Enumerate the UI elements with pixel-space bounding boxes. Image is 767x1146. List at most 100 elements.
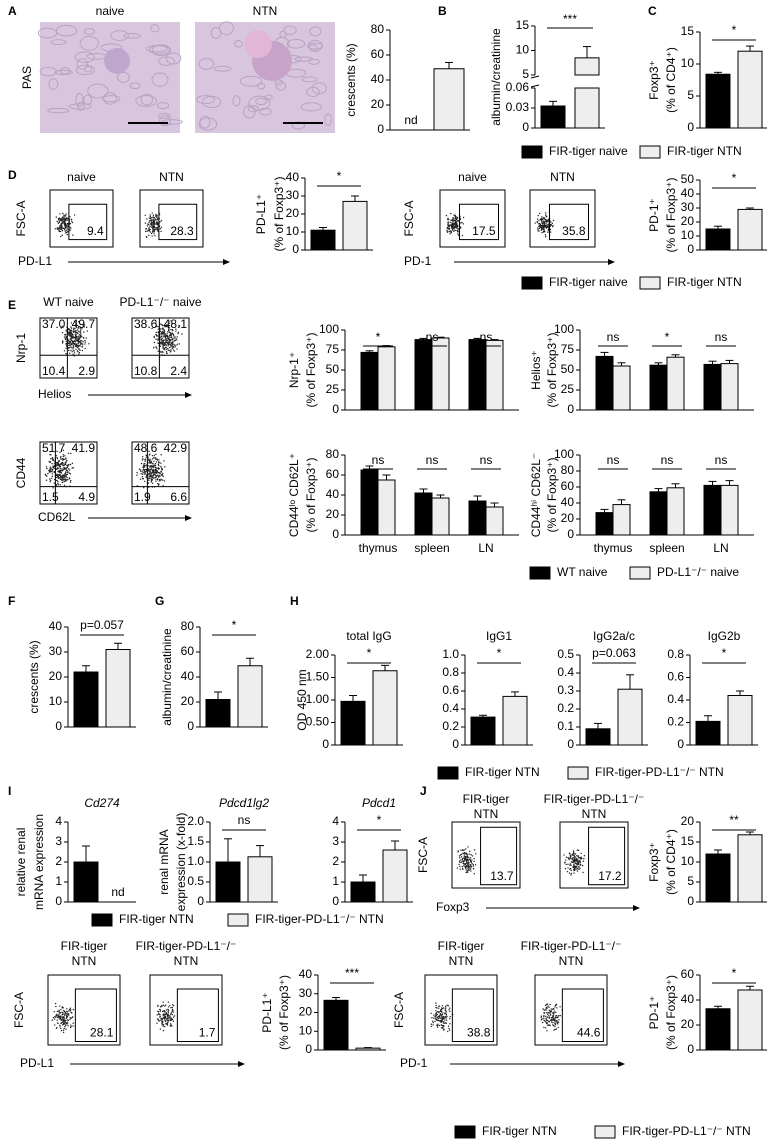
event-dot [149,215,152,218]
event-dot [153,336,155,339]
event-dot [70,333,72,335]
event-dot [65,1015,68,1018]
plot-title: NTN [559,954,584,968]
event-dot [177,331,180,334]
event-dot [159,1028,162,1030]
event-dot [60,218,63,220]
bar [720,363,739,411]
significance-label: * [337,169,342,183]
event-dot [50,458,52,460]
y-tick-label: 10 [516,43,530,57]
y-axis-label: (% of Foxp3⁺) [664,177,678,252]
event-dot [447,1025,450,1028]
event-dot [83,324,86,326]
y-axis-label: FSC-A [392,992,406,1028]
event-dot [576,854,578,857]
event-dot [441,1017,444,1020]
event-dot [166,348,168,350]
significance-label: ns [607,453,620,467]
event-dot [573,866,575,868]
event-dot [546,1021,548,1023]
event-dot [60,1029,63,1032]
event-dot [466,853,468,855]
event-dot [74,340,76,343]
event-dot [573,860,576,862]
event-dot [445,1014,448,1016]
event-dot [472,865,475,867]
event-dot [65,1014,68,1016]
event-dot [59,457,62,459]
event-dot [148,473,150,475]
tissue-texture [308,58,320,65]
event-dot [66,1019,69,1021]
bar [737,208,763,251]
event-dot [166,333,168,335]
event-dot [439,1015,441,1017]
event-dot [160,470,162,472]
event-dot [66,464,68,467]
y-axis-label: PD-1⁺ [647,996,661,1030]
event-dot [45,466,48,468]
bar [612,365,631,411]
panel-label: G [155,594,164,608]
panel-label: H [290,594,299,608]
event-dot [447,1005,450,1007]
event-dot [66,223,69,225]
significance-label: * [497,646,502,660]
event-dot [166,334,168,337]
tissue-texture [199,115,211,129]
event-dot [172,1016,175,1018]
event-dot [71,220,73,222]
event-dot [467,871,469,873]
event-dot [68,1014,70,1016]
event-dot [69,332,71,334]
event-dot [80,329,82,331]
event-dot [69,473,72,475]
event-dot [81,336,83,338]
event-dot [541,1021,544,1024]
chart-title: Pdcd1 [362,796,396,810]
event-dot [60,235,62,238]
event-dot [456,229,459,232]
event-dot [67,452,70,454]
event-dot [460,856,463,858]
event-dot [447,221,449,224]
event-dot [563,854,565,856]
event-dot [156,458,158,461]
plot-title: NTN [582,807,607,821]
event-dot [144,214,146,216]
event-dot [543,1016,545,1018]
flow-plot-frame [451,821,521,889]
tissue-texture [198,57,215,70]
event-dot [545,1027,547,1029]
event-dot [67,231,69,233]
y-tick-label: 75 [326,342,340,356]
event-dot [70,1009,72,1011]
event-dot [169,1023,172,1025]
event-dot [459,865,461,868]
tissue-texture [294,56,313,62]
event-dot [171,1013,174,1016]
event-dot [154,464,157,467]
event-dot [464,864,466,866]
event-dot [567,867,569,869]
event-dot [440,1017,442,1019]
event-dot [63,484,66,486]
event-dot [65,457,67,459]
event-dot [74,323,77,326]
event-dot [166,339,169,342]
event-dot [152,482,154,484]
event-dot [547,1015,550,1017]
event-dot [461,866,463,868]
event-dot [157,342,160,345]
event-dot [160,226,163,228]
y-tick-label: 40 [181,669,195,683]
event-dot [557,1016,559,1018]
event-dot [77,342,79,345]
event-dot [156,325,158,327]
event-dot [165,1009,168,1011]
tissue-texture [110,30,129,41]
event-dot [430,1012,432,1015]
event-dot [467,846,469,848]
event-dot [446,230,449,233]
